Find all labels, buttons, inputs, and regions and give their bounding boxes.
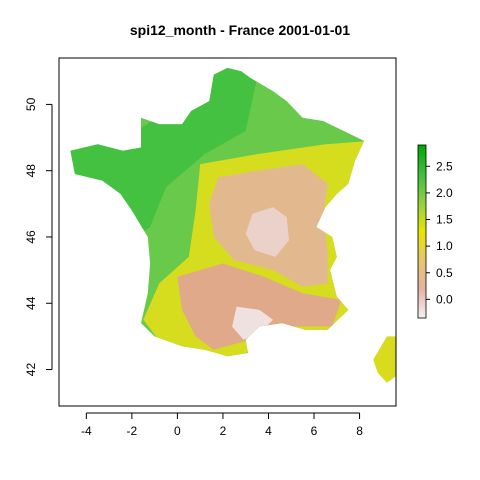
y-tick-label: 44 [24, 296, 38, 310]
x-tick-label: -2 [127, 424, 138, 438]
x-axis: -4 -2 0 2 4 6 8 [81, 412, 363, 438]
corsica-region [373, 336, 396, 383]
legend-tick-label: 1.0 [436, 239, 453, 253]
y-tick-label: 48 [24, 164, 38, 178]
x-tick-label: 4 [265, 424, 272, 438]
legend-tick-label: 2.0 [436, 186, 453, 200]
legend-colorbar [417, 144, 427, 319]
y-tick-label: 50 [24, 97, 38, 111]
legend-tick-label: 0.5 [436, 266, 453, 280]
x-tick-label: 0 [174, 424, 181, 438]
x-tick-label: 6 [311, 424, 318, 438]
plot-frame [58, 57, 397, 407]
x-tick-label: 2 [220, 424, 227, 438]
south-driest-zone [232, 306, 273, 340]
legend-tick-label: 1.5 [436, 213, 453, 227]
x-tick-label: -4 [81, 424, 92, 438]
raster-map [70, 67, 396, 383]
y-axis: 42 44 46 48 50 [24, 97, 53, 377]
legend-ticks: 0.0 0.5 1.0 1.5 2.0 2.5 [426, 159, 453, 306]
center-driest-zone [245, 207, 289, 257]
x-tick-label: 8 [356, 424, 363, 438]
legend-tick-label: 0.0 [436, 292, 453, 306]
legend-tick-label: 2.5 [436, 159, 453, 173]
page-title: spi12_month - France 2001-01-01 [129, 22, 351, 38]
y-tick-label: 46 [24, 230, 38, 244]
y-tick-label: 42 [24, 363, 38, 377]
south-dry-zone [177, 263, 342, 350]
color-legend: 0.0 0.5 1.0 1.5 2.0 2.5 [417, 144, 453, 319]
